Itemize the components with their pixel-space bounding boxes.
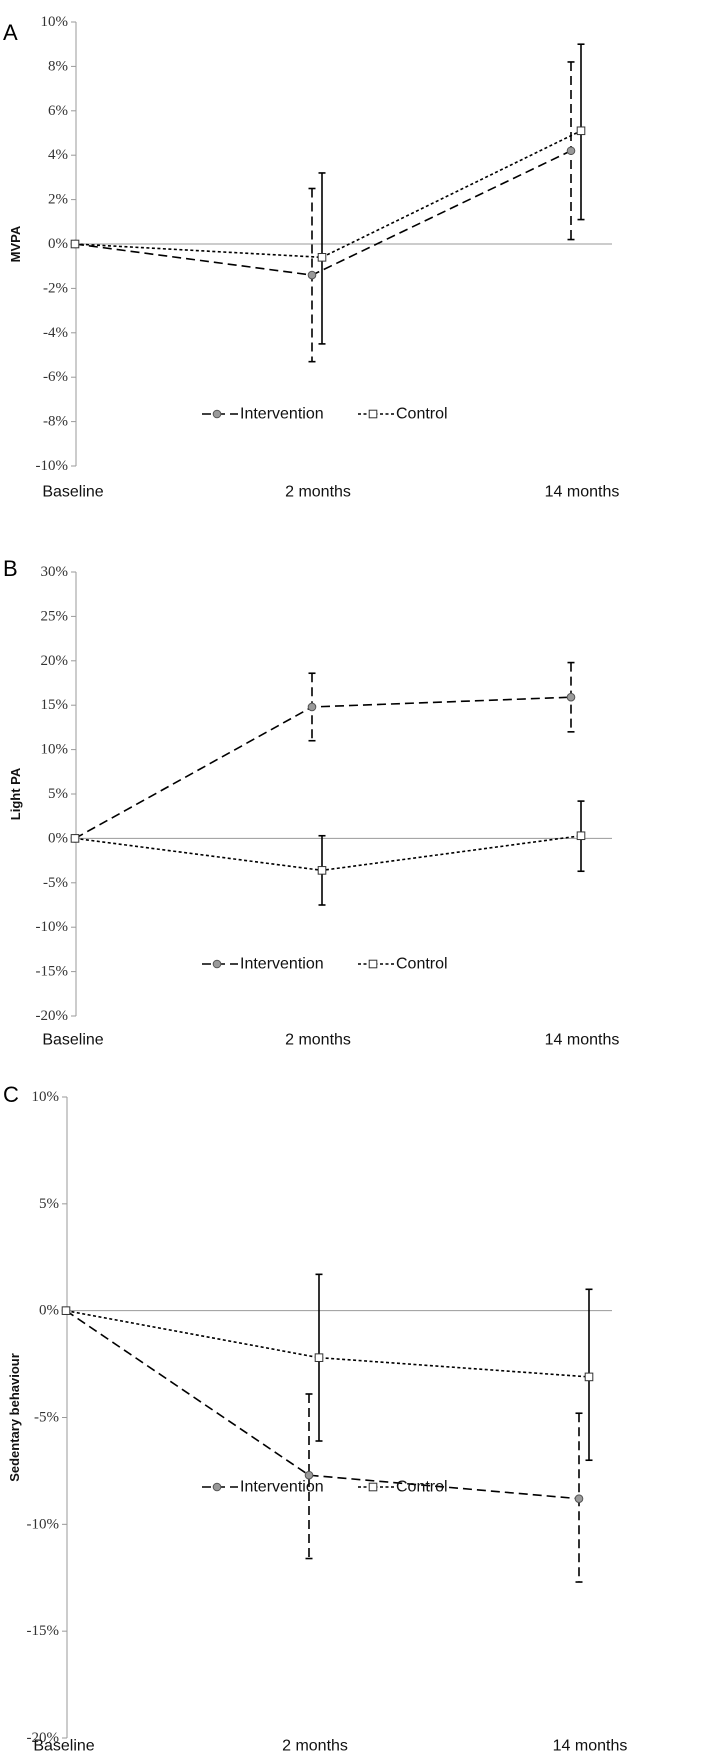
control-marker (70, 239, 80, 249)
y-tick-label: 5% (39, 1196, 59, 1212)
x-category-label: Baseline (33, 1738, 94, 1753)
y-tick-label: 15% (41, 697, 69, 713)
intervention-marker (307, 702, 317, 712)
legend-control-label: Control (396, 406, 448, 423)
y-tick-label: 6% (48, 103, 68, 119)
legend-intervention-marker (212, 1482, 222, 1492)
chart-panel-c: C -20% -15% -10% -5% 0% 5% 10% Sedentary behavio… (3, 1082, 627, 1753)
x-category-label: 14 months (553, 1738, 628, 1753)
control-marker (314, 1353, 324, 1362)
control-marker (584, 1372, 594, 1382)
intervention-marker (307, 270, 317, 280)
x-category-label: 2 months (285, 1032, 351, 1049)
control-series-line (74, 130, 582, 259)
y-tick-label: 0% (48, 830, 68, 846)
x-category-label: Baseline (42, 484, 103, 501)
y-tick-label: -5% (34, 1410, 59, 1426)
control-series-line (65, 1309, 590, 1378)
intervention-series-line (65, 1310, 580, 1500)
control-marker (70, 834, 80, 843)
intervention-marker (566, 146, 576, 156)
chart-panel-b: B -20% -15% -10% -5% 0% 5% 10% 15% 20% 25% 30% Light… (3, 556, 619, 1049)
legend-intervention-marker (212, 959, 222, 969)
y-axis-title: Sedentary behaviour (7, 1353, 22, 1482)
legend-control-label: Control (396, 956, 448, 973)
y-tick-label: -4% (43, 325, 68, 341)
x-category-label: 14 months (545, 1032, 620, 1049)
x-category-label: Baseline (42, 1032, 103, 1049)
intervention-marker (566, 692, 576, 702)
intervention-series-line (74, 696, 572, 840)
panel-letter: A (3, 20, 18, 45)
y-tick-label: -20% (27, 1730, 60, 1746)
control-marker (576, 831, 586, 841)
x-category-label: 14 months (545, 484, 620, 501)
control-marker (576, 126, 586, 136)
panel-letter: C (3, 1082, 19, 1107)
y-tick-label: 20% (41, 653, 69, 669)
y-tick-label: -20% (36, 1008, 69, 1024)
control-marker (317, 253, 327, 262)
y-tick-label: 0% (39, 1303, 59, 1319)
y-tick-label: 10% (32, 1089, 60, 1105)
legend-intervention-marker (212, 409, 222, 419)
chart-panel-a: A -10% -8% -6% -4% -2% 0% 2% 4% 6% 8% 10% MVPA Baseli… (3, 14, 619, 501)
y-tick-label: -6% (43, 369, 68, 385)
y-tick-label: 0% (48, 236, 68, 252)
panel-letter: B (3, 556, 18, 581)
legend-intervention-label: Intervention (240, 956, 324, 973)
y-tick-label: 4% (48, 147, 68, 163)
y-tick-label: 8% (48, 58, 68, 74)
y-tick-label: 25% (41, 608, 69, 624)
legend-control-marker (368, 959, 378, 969)
legend-control-marker (368, 1482, 378, 1492)
y-tick-label: 5% (48, 786, 68, 802)
y-axis-title: Light PA (8, 767, 23, 820)
control-series-line (74, 834, 582, 872)
y-tick-label: -10% (36, 919, 69, 935)
x-category-label: 2 months (282, 1738, 348, 1753)
intervention-marker (304, 1470, 314, 1480)
y-tick-label: -10% (27, 1516, 60, 1532)
legend-intervention-label: Intervention (240, 1479, 324, 1496)
x-category-label: 2 months (285, 484, 351, 501)
y-tick-label: 10% (41, 14, 69, 30)
y-tick-label: 10% (41, 742, 69, 758)
y-tick-label: -8% (43, 414, 68, 430)
y-tick-label: -5% (43, 875, 68, 891)
legend-intervention-label: Intervention (240, 406, 324, 423)
control-marker (317, 866, 327, 875)
y-tick-label: -10% (36, 458, 69, 474)
y-tick-label: 30% (41, 564, 69, 580)
control-marker (61, 1306, 71, 1315)
intervention-marker (574, 1494, 584, 1503)
legend-control-label: Control (396, 1479, 448, 1496)
y-tick-label: -2% (43, 280, 68, 296)
y-tick-label: -15% (36, 964, 69, 980)
y-tick-label: 2% (48, 192, 68, 208)
y-axis-title: MVPA (8, 225, 23, 262)
y-tick-label: -15% (27, 1623, 60, 1639)
legend-control-marker (368, 409, 378, 419)
